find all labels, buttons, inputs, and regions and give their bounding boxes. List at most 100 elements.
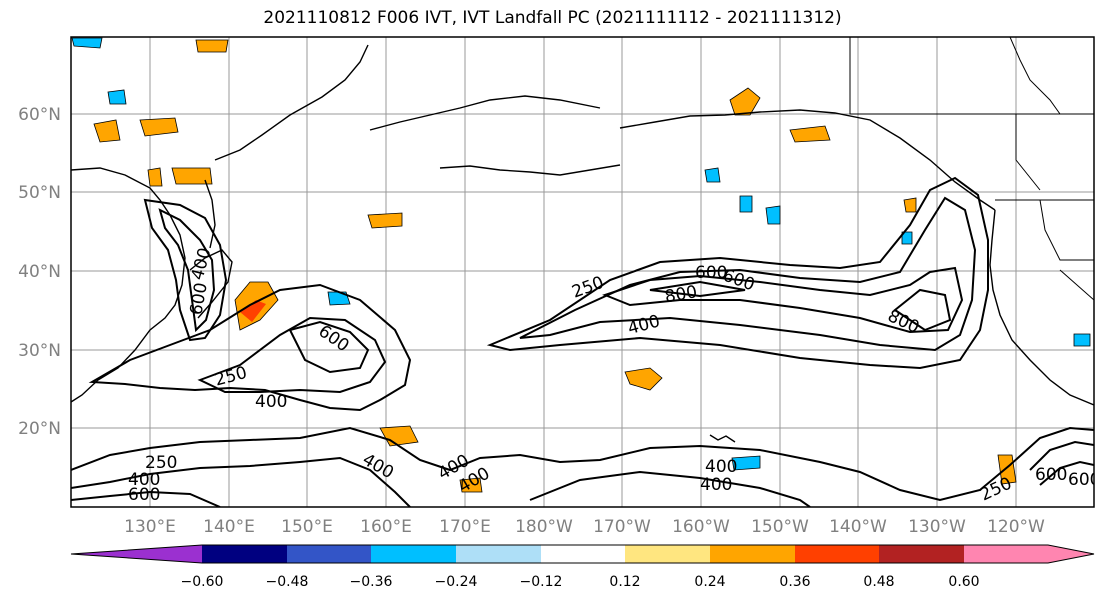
positive-patch	[195, 39, 229, 53]
negative-patch	[901, 231, 913, 245]
contour-400-south	[71, 426, 1094, 502]
contour-250-west	[88, 283, 412, 412]
contour-600-south	[71, 490, 221, 507]
contour-kuroshio-outer	[143, 198, 228, 342]
lat-label: 60°N	[18, 105, 61, 125]
contour-800-east	[649, 280, 746, 298]
negative-patch	[731, 455, 761, 471]
colorbar-tick-label: −0.36	[350, 574, 393, 590]
lon-label: 160°E	[360, 517, 412, 537]
contour-label: 600	[695, 263, 727, 283]
sakhalin-coastline	[204, 179, 216, 249]
contour-600-ne2	[1039, 460, 1094, 486]
ivt-contours	[71, 176, 1094, 507]
contour-label: 600	[128, 485, 160, 505]
colorbar-segment	[541, 545, 625, 563]
colorbar-tick-label: −0.24	[435, 574, 478, 590]
lon-label: 120°W	[987, 517, 1045, 537]
positive-patch	[93, 119, 121, 143]
colorbar-segment	[456, 545, 541, 563]
positive-patch	[997, 454, 1017, 485]
lon-label: 140°E	[203, 517, 255, 537]
lon-label: 150°E	[281, 517, 333, 537]
lon-label: 130°E	[124, 517, 176, 537]
lon-label: 160°W	[672, 517, 730, 537]
positive-patch	[367, 212, 403, 229]
positive-patch	[240, 300, 266, 322]
colorbar-tick-label: 0.60	[948, 574, 979, 590]
positive-patch	[903, 197, 917, 213]
positive-patch	[139, 117, 179, 137]
lon-label: 140°W	[829, 517, 887, 537]
lon-label: 150°W	[751, 517, 809, 537]
contour-600-east	[602, 266, 964, 334]
colorbar-segment	[371, 545, 456, 563]
colorbar-tick-label: 0.36	[779, 574, 810, 590]
positive-patch	[147, 167, 163, 187]
colorbar-tick-label: 0.24	[694, 574, 725, 590]
contour-label: 250	[145, 453, 177, 473]
contour-400-east	[519, 196, 977, 352]
lon-label: 170°W	[593, 517, 651, 537]
map-title: 2021110812 F006 IVT, IVT Landfall PC (20…	[263, 8, 842, 28]
colorbar-ticks: −0.60 −0.48 −0.36 −0.24 −0.12 0.12 0.24 …	[181, 574, 980, 590]
siberia-coastline	[369, 95, 601, 131]
alaska-coastline	[619, 109, 996, 211]
positive-patch	[789, 125, 831, 143]
asia-coastline	[71, 167, 186, 403]
negative-patch	[1073, 333, 1091, 347]
contour-600-west	[288, 320, 370, 374]
negative-patch	[704, 167, 721, 183]
contour-label: 600	[1035, 465, 1067, 485]
colorbar-extend-high	[964, 545, 1094, 563]
contour-label: 400	[700, 475, 732, 495]
lon-label: 180°W	[515, 517, 573, 537]
colorbar-tick-label: 0.48	[863, 574, 894, 590]
colorbar-segment	[879, 545, 964, 563]
positive-patch	[171, 167, 213, 185]
colorbar-segment	[795, 545, 879, 563]
longitude-labels: 130°E 140°E 150°E 160°E 170°E 180°W 170°…	[124, 517, 1045, 537]
contour-kuroshio-inner	[158, 208, 216, 333]
lat-label: 30°N	[18, 341, 61, 361]
map-background	[71, 37, 1094, 507]
colorbar-tick-label: −0.12	[520, 574, 563, 590]
northamerica-coastline	[989, 209, 1094, 406]
negative-patch	[765, 205, 781, 225]
contour-800-east2	[893, 288, 952, 332]
contour-label: 400	[255, 392, 287, 412]
colorbar-extend-low	[71, 545, 202, 563]
hawaii-islands	[709, 434, 736, 443]
negative-patch	[107, 89, 127, 105]
colorbar-segment	[625, 545, 710, 563]
positive-patch	[459, 477, 483, 493]
colorbar-tick-label: 0.12	[609, 574, 640, 590]
lat-label: 40°N	[18, 262, 61, 282]
negative-patch	[71, 37, 103, 49]
contour-label: 400	[128, 470, 160, 490]
map-frame	[70, 36, 1095, 508]
contour-label: 400	[705, 457, 737, 477]
colorbar-outline	[70, 544, 1095, 564]
contour-600-ne	[1029, 440, 1094, 471]
aleutian-islands	[439, 164, 621, 176]
colorbar-segment	[287, 545, 371, 563]
colorbar-segment	[710, 545, 795, 563]
contour-400-west	[197, 316, 387, 394]
lat-label: 50°N	[18, 183, 61, 203]
positive-patch	[624, 367, 663, 391]
land-boundaries	[849, 37, 1094, 301]
contour-400-south2	[71, 456, 411, 507]
contour-label: 600	[1068, 470, 1100, 490]
negative-patch	[739, 195, 753, 213]
contour-250-east	[486, 176, 989, 370]
colorbar-tick-label: −0.48	[266, 574, 309, 590]
positive-patch	[729, 87, 761, 116]
kamchatka-coastline	[214, 44, 369, 161]
map-panel: 400 600 250 400 600 250 400 600 800 600 …	[70, 36, 1100, 508]
colorbar-segment	[202, 545, 287, 563]
latitude-labels: 60°N 50°N 40°N 30°N 20°N	[18, 105, 61, 439]
colorbar: −0.60 −0.48 −0.36 −0.24 −0.12 0.12 0.24 …	[70, 544, 1095, 590]
lon-label: 130°W	[908, 517, 966, 537]
